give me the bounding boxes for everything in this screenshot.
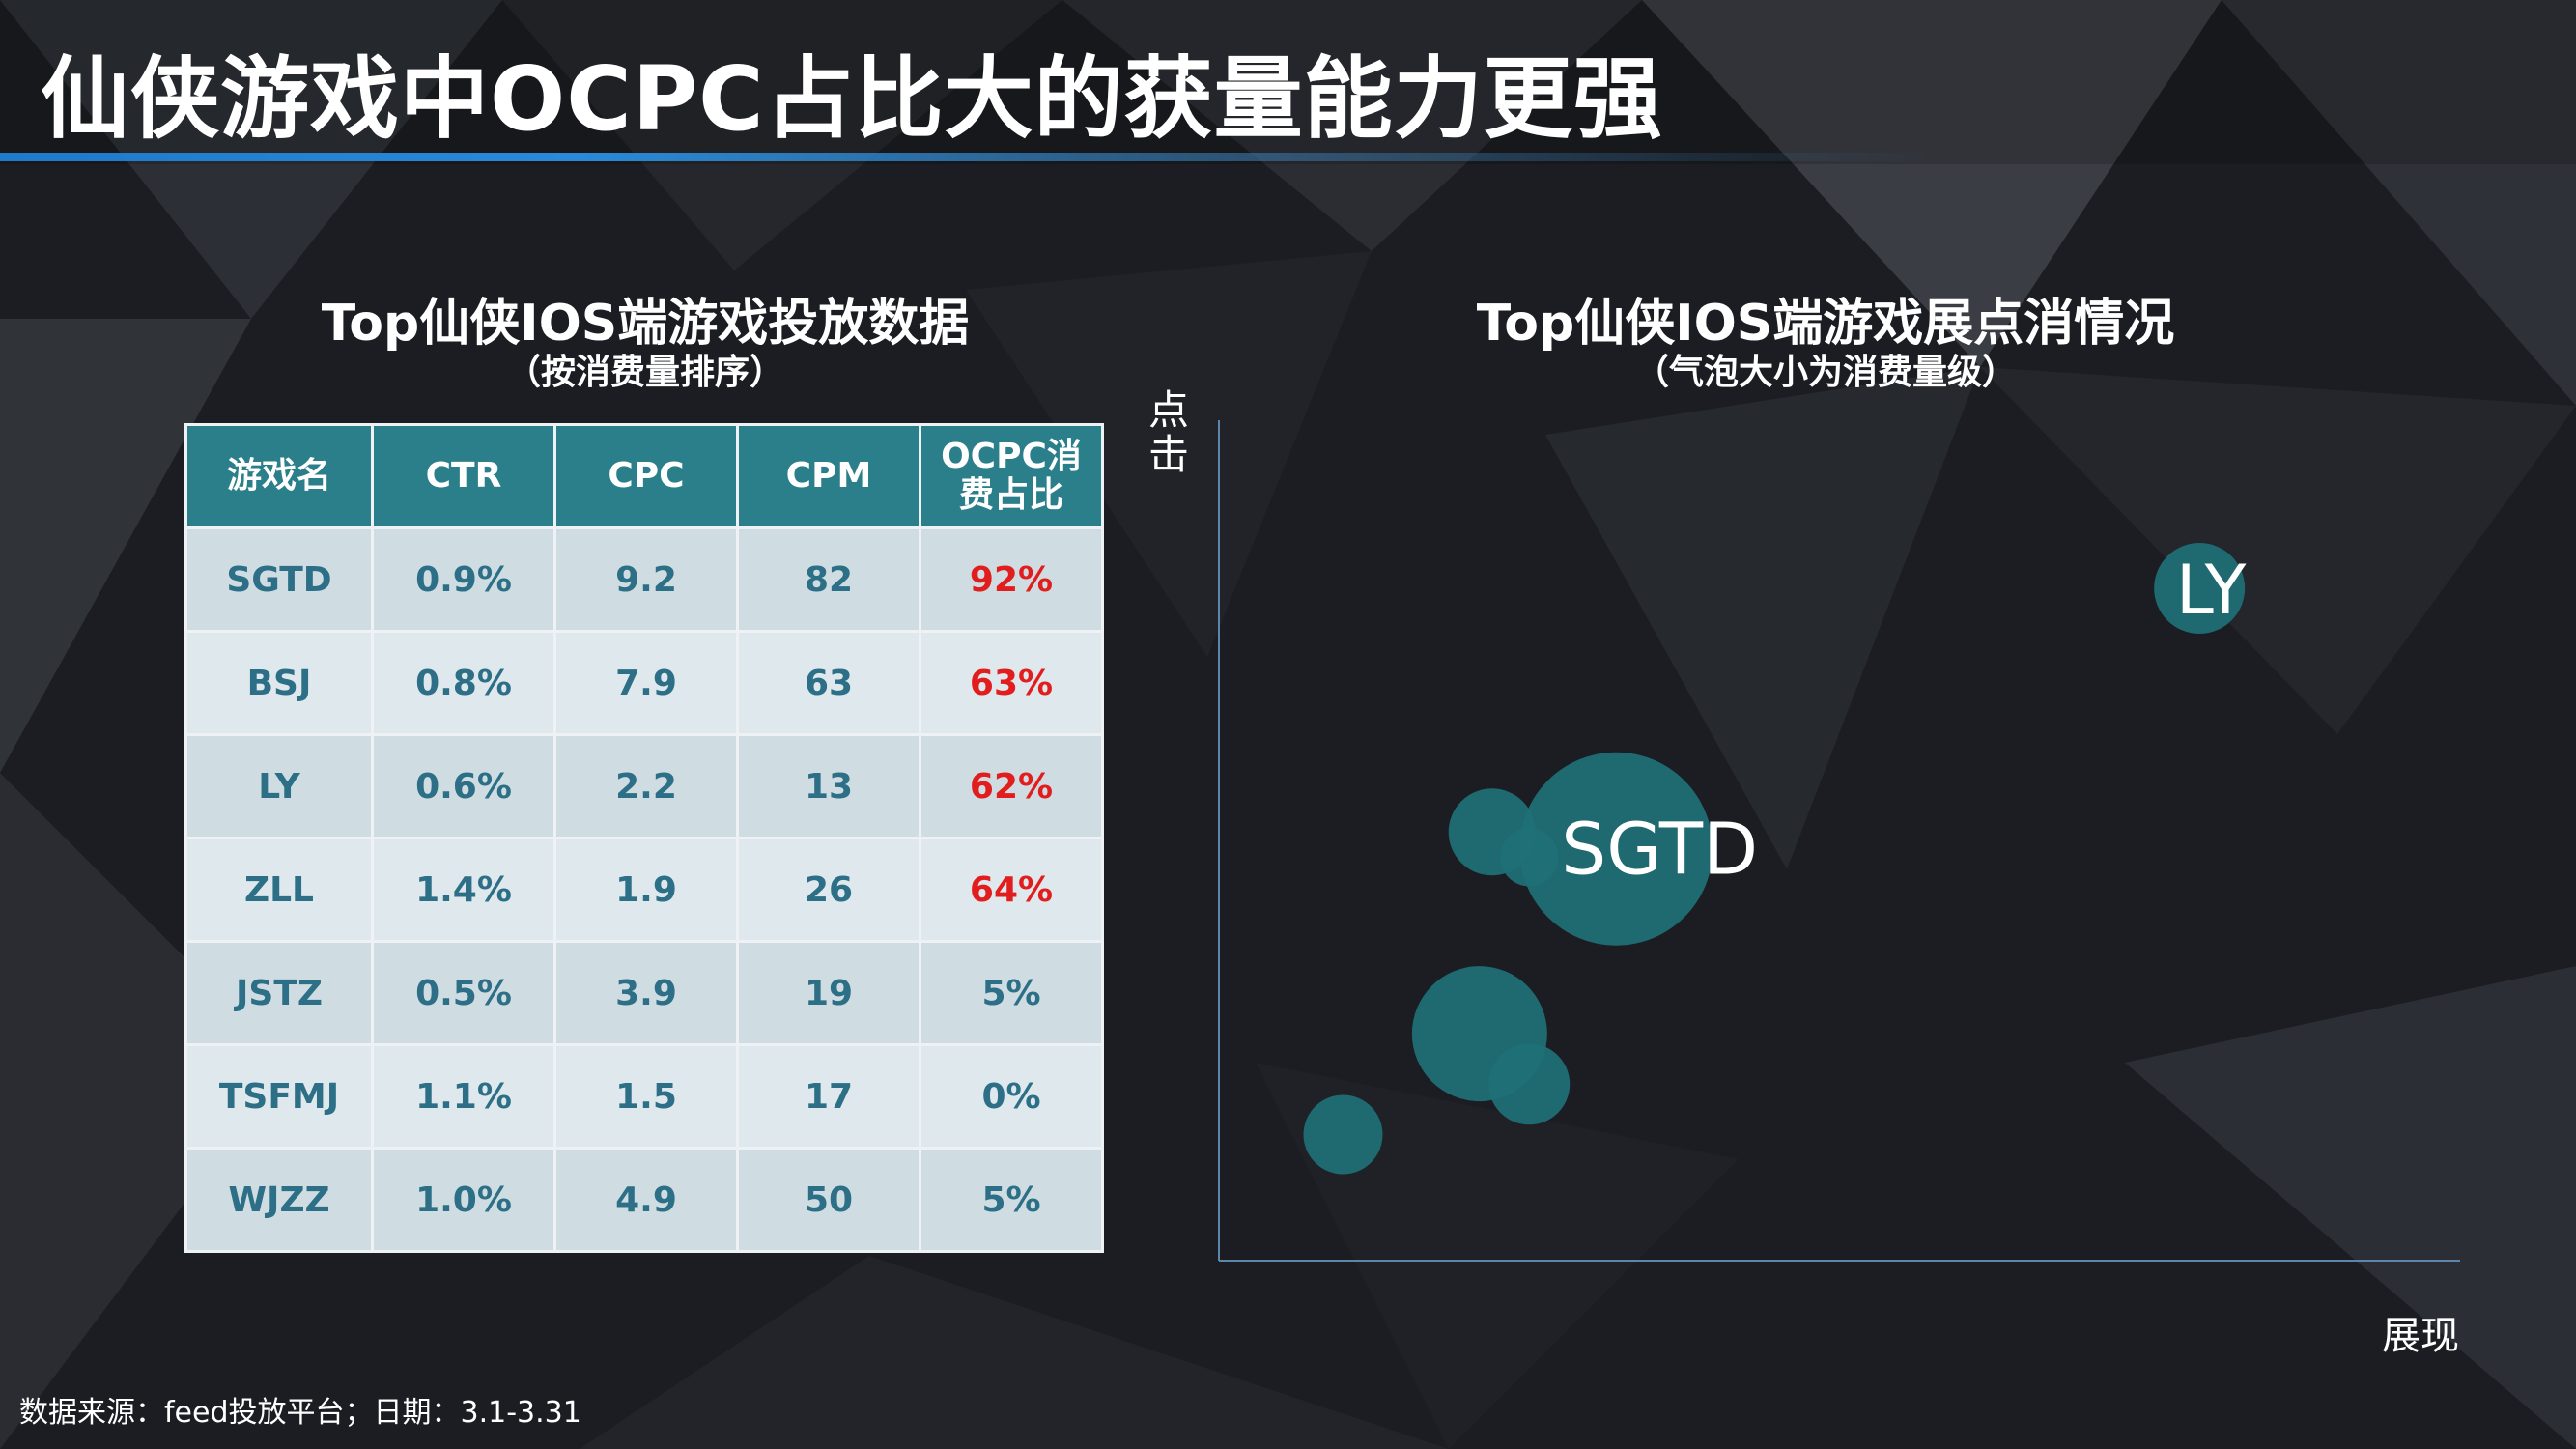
column-header: CPC: [553, 423, 739, 529]
table-row: LY 0.6% 2.2 13 62%: [184, 733, 1104, 839]
table-row: JSTZ 0.5% 3.9 19 5%: [184, 940, 1104, 1046]
table-cell: 64%: [919, 837, 1104, 943]
column-header: CPM: [736, 423, 921, 529]
table-cell: 3.9: [553, 940, 739, 1046]
game-name-cell: WJZZ: [184, 1147, 374, 1253]
table-title: Top仙侠IOS端游戏投放数据: [321, 295, 970, 353]
x-axis-label: 展现: [2382, 1314, 2459, 1358]
table-cell: 62%: [919, 733, 1104, 839]
bubble-ly: [2154, 543, 2246, 634]
column-header-ocpc: OCPC消费占比: [919, 423, 1104, 529]
game-name-cell: JSTZ: [184, 940, 374, 1046]
game-name-cell: TSFMJ: [184, 1043, 374, 1150]
table-row: SGTD 0.9% 9.2 82 92%: [184, 526, 1104, 633]
chart-subtitle: （气泡大小为消费量级）: [1633, 353, 2017, 392]
title-underline: [0, 153, 1932, 161]
table-cell: 13: [736, 733, 921, 839]
bubble-sgtd: [1519, 752, 1713, 946]
table-cell: 63%: [919, 630, 1104, 736]
table-cell: 1.4%: [371, 837, 556, 943]
table-cell: 0.8%: [371, 630, 556, 736]
bubble-chart: LY SGTD: [1218, 420, 2460, 1262]
table-cell: 1.5: [553, 1043, 739, 1150]
bubble-label: SGTD: [1561, 809, 1758, 892]
chart-title: Top仙侠IOS端游戏展点消情况: [1476, 295, 2175, 353]
table-cell: 63: [736, 630, 921, 736]
game-name-cell: SGTD: [184, 526, 374, 633]
bubble-label: LY: [2176, 551, 2247, 630]
table-cell: 0%: [919, 1043, 1104, 1150]
game-name-cell: BSJ: [184, 630, 374, 736]
ocpc-header-label: OCPC消费占比: [941, 437, 1082, 515]
source-note: 数据来源：feed投放平台；日期：3.1-3.31: [19, 1396, 581, 1430]
table-cell: 0.9%: [371, 526, 556, 633]
bubble: [1488, 1043, 1571, 1125]
table-cell: 0.6%: [371, 733, 556, 839]
table-cell: 82: [736, 526, 921, 633]
column-header: CTR: [371, 423, 556, 529]
table-row: WJZZ 1.0% 4.9 50 5%: [184, 1147, 1104, 1253]
column-header: 游戏名: [184, 423, 374, 529]
table-cell: 1.0%: [371, 1147, 556, 1253]
table-header-row: 游戏名 CTR CPC CPM OCPC消费占比: [184, 423, 1104, 529]
bubble: [1303, 1094, 1383, 1175]
table-cell: 0.5%: [371, 940, 556, 1046]
table-cell: 92%: [919, 526, 1104, 633]
table-cell: 9.2: [553, 526, 739, 633]
table-cell: 1.1%: [371, 1043, 556, 1150]
table-cell: 19: [736, 940, 921, 1046]
table-body: SGTD 0.9% 9.2 82 92% BSJ 0.8% 7.9 63 63% LY 0.6% 2.2…: [184, 526, 1104, 1253]
table-cell: 17: [736, 1043, 921, 1150]
table-cell: 5%: [919, 940, 1104, 1046]
game-name-cell: ZLL: [184, 837, 374, 943]
table-cell: 50: [736, 1147, 921, 1253]
table-cell: 5%: [919, 1147, 1104, 1253]
table-cell: 2.2: [553, 733, 739, 839]
data-table: 游戏名 CTR CPC CPM OCPC消费占比 SGTD 0.9% 9.2 82 92…: [184, 423, 1104, 1253]
table-cell: 26: [736, 837, 921, 943]
table-cell: 1.9: [553, 837, 739, 943]
table-cell: 7.9: [553, 630, 739, 736]
slide-title: 仙侠游戏中OCPC占比大的获量能力更强: [41, 47, 1663, 151]
table-subtitle: （按消费量排序）: [505, 353, 784, 392]
game-name-cell: LY: [184, 733, 374, 839]
table-row: TSFMJ 1.1% 1.5 17 0%: [184, 1043, 1104, 1150]
table-row: ZLL 1.4% 1.9 26 64%: [184, 837, 1104, 943]
table-cell: 4.9: [553, 1147, 739, 1253]
y-axis-label: 点击: [1147, 386, 1189, 478]
table-row: BSJ 0.8% 7.9 63 63%: [184, 630, 1104, 736]
